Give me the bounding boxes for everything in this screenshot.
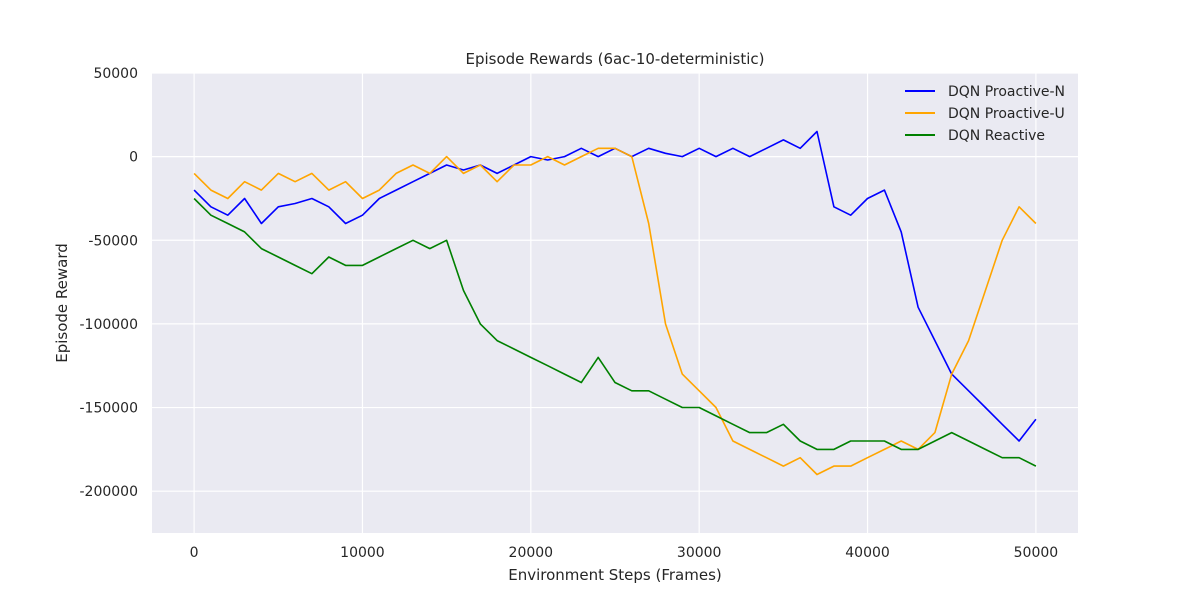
grid-lines [152, 72, 1078, 533]
legend-label: DQN Proactive-N [948, 84, 1065, 100]
series-line-dqn-reactive [193, 197, 1037, 467]
y-tick-label: -150000 [80, 401, 139, 417]
legend-label: DQN Proactive-U [948, 106, 1065, 122]
y-tick-label: 50000 [93, 66, 138, 82]
x-tick-label: 20000 [509, 545, 554, 561]
x-axis-label: Environment Steps (Frames) [508, 566, 722, 584]
y-tick-label: -100000 [80, 317, 139, 333]
x-tick-label: 0 [190, 545, 199, 561]
legend: DQN Proactive-N DQN Proactive-U DQN Reacti… [905, 84, 1065, 144]
x-tick-label: 50000 [1014, 545, 1059, 561]
x-tick-label: 30000 [677, 545, 722, 561]
y-tick-label: -200000 [80, 484, 139, 500]
series-line-dqn-proactive-u [193, 147, 1037, 476]
plot-background [152, 73, 1078, 533]
series-layer [193, 130, 1037, 476]
y-tick-label: -50000 [88, 233, 138, 249]
y-axis-label: Episode Reward [53, 243, 71, 363]
x-tick-label: 40000 [845, 545, 890, 561]
x-tick-label: 10000 [340, 545, 385, 561]
legend-label: DQN Reactive [948, 128, 1045, 144]
y-tick-label: 0 [129, 150, 138, 166]
tick-labels: 0 10000 20000 30000 40000 50000 50000 0 -50000 -1… [80, 66, 1059, 561]
chart-title: Episode Rewards (6ac-10-deterministic) [465, 50, 764, 68]
